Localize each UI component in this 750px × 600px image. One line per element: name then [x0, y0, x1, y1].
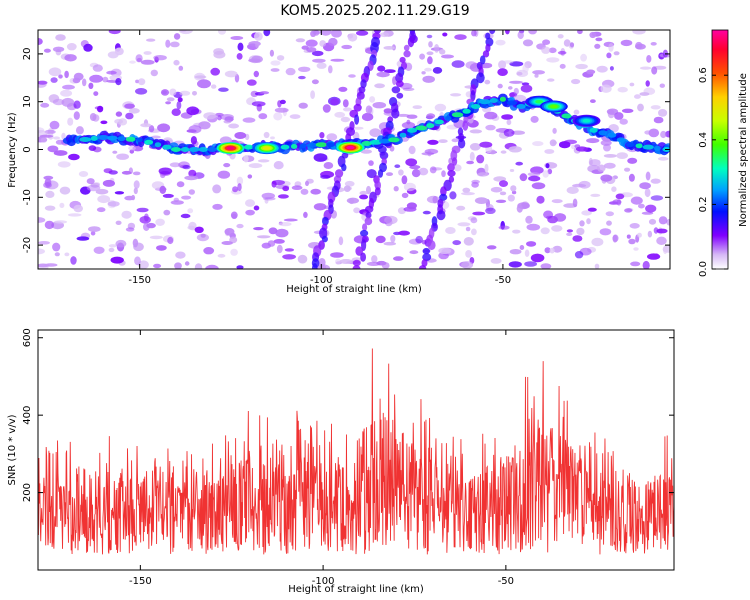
colorbar-tick-label: 0.6 — [698, 67, 709, 83]
colorbar-scale — [711, 29, 729, 270]
y-tick-label: 10 — [22, 95, 33, 108]
colorbar-tick-label: 0.2 — [698, 196, 709, 212]
page-title: KOM5.2025.202.11.29.G19 — [280, 3, 469, 19]
y-tick-label: 20 — [22, 48, 33, 61]
snr-x-label: Height of straight line (km) — [288, 584, 424, 595]
colorbar-ticks: 0.0 0.2 0.4 0.6 — [698, 67, 728, 277]
x-tick-label: -100 — [312, 576, 335, 587]
y-tick-label: -10 — [22, 189, 33, 205]
snr-y-label: SNR (10 * v/v) — [7, 414, 18, 485]
colorbar-label: Normalized spectral amplitude — [738, 73, 749, 227]
y-tick-label: 200 — [22, 483, 33, 502]
heatmap-hotspot — [336, 141, 365, 154]
snr-ticks: -150 -100 -50 200 400 600 — [22, 328, 674, 587]
y-tick-label: 400 — [22, 406, 33, 425]
colorbar-tick-label: 0.4 — [698, 132, 709, 148]
heatmap-hotspot — [252, 142, 281, 155]
heatmap-hotspot — [572, 114, 601, 127]
x-tick-label: -150 — [129, 576, 152, 587]
colorbar: 0.0 0.2 0.4 0.6 Normalized spectral amplitu… — [698, 29, 749, 277]
snr-panel: -150 -100 -50 200 400 600 Height of straight … — [7, 328, 675, 595]
x-tick-label: -100 — [310, 275, 333, 286]
y-tick-label: 0 — [22, 146, 33, 152]
spectrogram-x-label: Height of straight line (km) — [286, 284, 422, 295]
snr-series-line — [38, 348, 674, 555]
x-tick-label: -150 — [128, 275, 151, 286]
colorbar-tick-label: 0.0 — [698, 261, 709, 277]
y-tick-label: -20 — [22, 237, 33, 253]
x-tick-label: -50 — [498, 576, 514, 587]
snr-frame — [37, 329, 675, 571]
spectrogram-y-label: Frequency (Hz) — [7, 112, 18, 188]
heatmap-hotspot — [539, 100, 568, 113]
x-tick-label: -50 — [495, 275, 511, 286]
heatmap-hotspot — [216, 142, 245, 155]
heatmap-hotspots — [216, 95, 601, 155]
y-tick-label: 600 — [22, 328, 33, 347]
